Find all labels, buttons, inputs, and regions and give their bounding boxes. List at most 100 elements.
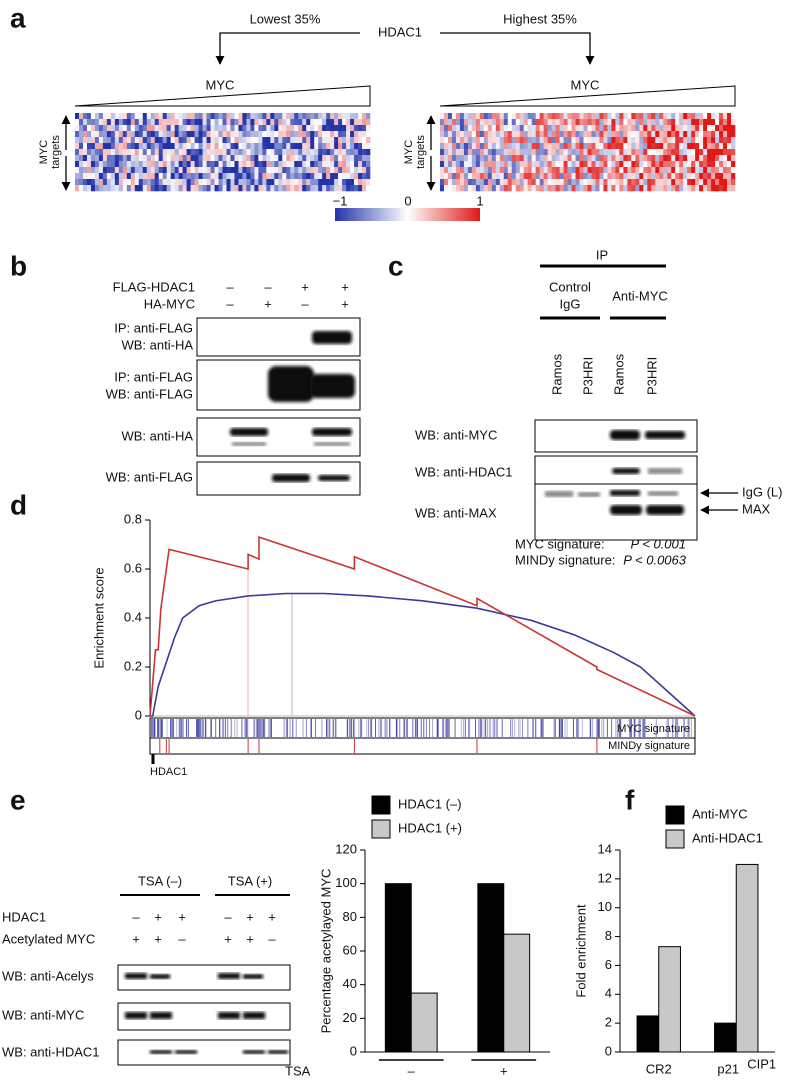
heatmap-cell <box>230 185 235 192</box>
heatmap-cell <box>342 137 347 144</box>
heatmap-cell <box>587 131 592 138</box>
heatmap-cell <box>463 185 469 192</box>
heatmap-cell <box>523 143 529 150</box>
blot-label: WB: anti-HA <box>121 428 193 443</box>
heatmap-cell <box>106 173 112 180</box>
heatmap-cell <box>174 143 179 150</box>
heatmap-cell <box>114 119 120 126</box>
heatmap-cell <box>471 185 477 192</box>
heatmap-cell <box>282 167 287 174</box>
heatmap-cell <box>543 185 548 192</box>
heatmap-cell <box>238 119 243 126</box>
heatmap-cell <box>142 137 148 144</box>
heatmap-cell <box>82 173 88 180</box>
heatmap-cell <box>194 173 199 180</box>
heatmap-cell <box>567 113 572 120</box>
legend-swatch <box>371 795 391 815</box>
heatmap-cell <box>190 125 195 132</box>
heatmap-cell <box>342 143 347 150</box>
heatmap-cell <box>174 119 179 126</box>
heatmap-cell <box>731 113 736 120</box>
lane-label: P3HRI <box>580 357 595 395</box>
row-name: HA-MYC <box>144 296 195 311</box>
heatmap-cell <box>551 113 556 120</box>
heatmap-cell <box>683 155 688 162</box>
heatmap-cell <box>551 161 556 168</box>
heatmap-cell <box>631 149 636 156</box>
heatmap-cell <box>270 167 275 174</box>
heatmap-cell <box>234 113 239 120</box>
heatmap-cell <box>539 149 544 156</box>
heatmap-cell <box>75 185 80 192</box>
heatmap-cell <box>214 113 219 120</box>
heatmap-cell <box>727 137 732 144</box>
heatmap-cell <box>440 155 445 162</box>
heatmap-cell <box>623 161 628 168</box>
heatmap-cell <box>138 167 144 174</box>
x-tick-label: – <box>408 1063 416 1078</box>
heatmap-cell <box>591 113 596 120</box>
heatmap-cell <box>519 131 525 138</box>
heatmap-cell <box>162 161 167 168</box>
heatmap-cell <box>731 161 736 168</box>
heatmap-cell <box>683 131 688 138</box>
heatmap-cell <box>114 143 120 150</box>
heatmap-cell <box>491 131 497 138</box>
heatmap-cell <box>695 185 700 192</box>
heatmap-cell <box>222 119 227 126</box>
heatmap-cell <box>611 143 616 150</box>
heatmap-cell <box>122 185 128 192</box>
heatmap-cell <box>178 119 183 126</box>
heatmap-cell <box>114 113 120 120</box>
heatmap-cell <box>326 113 331 120</box>
heatmap-cell <box>326 119 331 126</box>
heatmap-cell <box>627 113 632 120</box>
heatmap-cell <box>118 125 124 132</box>
heatmap-cell <box>198 173 203 180</box>
heatmap-cell <box>511 143 517 150</box>
heatmap-cell <box>611 125 616 132</box>
heatmap-cell <box>631 143 636 150</box>
heatmap-cell <box>270 119 275 126</box>
heatmap-cell <box>647 125 652 132</box>
heatmap-cell <box>178 167 183 174</box>
heatmap-cell <box>346 173 351 180</box>
heatmap-cell <box>691 125 696 132</box>
heatmap-cell <box>715 113 720 120</box>
heatmap-cell <box>326 161 331 168</box>
heatmap-cell <box>583 113 588 120</box>
heatmap-cell <box>286 125 291 132</box>
heatmap-cell <box>691 167 696 174</box>
heatmap-cell <box>635 149 640 156</box>
heatmap-cell <box>246 149 251 156</box>
heatmap-cell <box>627 143 632 150</box>
heatmap-cell <box>567 119 572 126</box>
heatmap-cell <box>695 149 700 156</box>
heatmap-cell <box>342 161 347 168</box>
heatmap-cell <box>663 179 668 186</box>
heatmap-cell <box>627 185 632 192</box>
heatmap-cell <box>499 149 505 156</box>
heatmap-cell <box>731 185 736 192</box>
heatmap-cell <box>158 155 164 162</box>
bar <box>636 1015 660 1053</box>
heatmap-cell <box>443 173 449 180</box>
heatmap-cell <box>198 119 203 126</box>
heatmap-cell <box>583 155 588 162</box>
heatmap-cell <box>166 113 171 120</box>
heatmap-cell <box>146 167 152 174</box>
heatmap-cell <box>318 185 323 192</box>
legend-label: HDAC1 (–) <box>398 796 462 811</box>
heatmap-cell <box>631 179 636 186</box>
heatmap-cell <box>699 125 704 132</box>
heatmap-cell <box>75 119 80 126</box>
heatmap-cell <box>499 137 505 144</box>
heatmap-cell <box>266 167 271 174</box>
heatmap-cell <box>603 155 608 162</box>
heatmap-cell <box>142 149 148 156</box>
heatmap-cell <box>314 161 319 168</box>
heatmap-cell <box>559 113 564 120</box>
y-axis-label: Percentage acetylayed MYC <box>318 869 333 1034</box>
sign: – <box>264 279 272 294</box>
heatmap-cell <box>206 155 211 162</box>
